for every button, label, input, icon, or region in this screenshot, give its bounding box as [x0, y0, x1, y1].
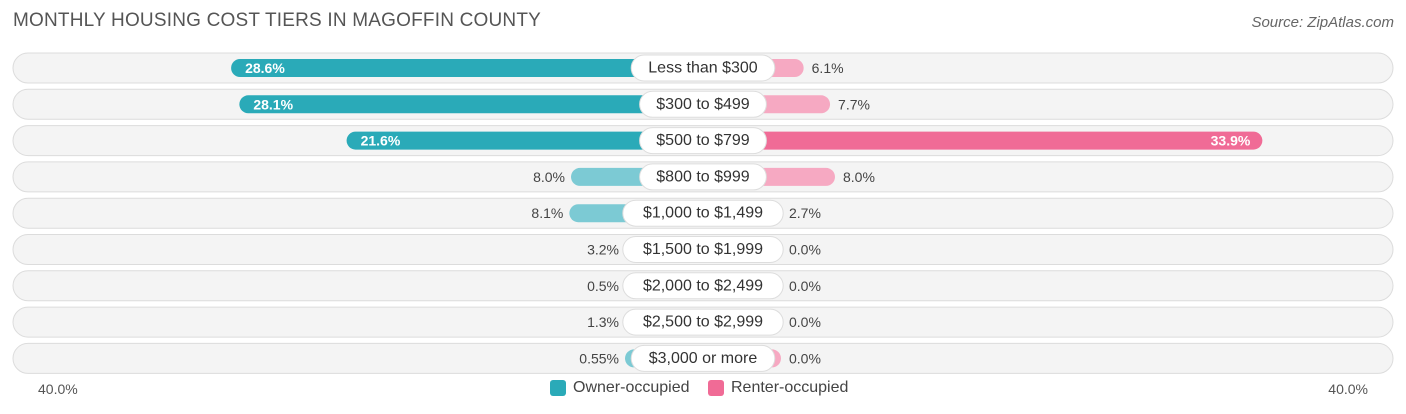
category-pill [622, 199, 784, 227]
owner-value-label: 21.6% [361, 133, 401, 149]
category-label: $2,500 to $2,999 [643, 314, 763, 331]
legend-swatch-owner [550, 380, 566, 396]
renter-value-label: 2.7% [789, 205, 821, 221]
renter-bar [703, 131, 1263, 150]
category-label: $800 to $999 [656, 168, 750, 185]
owner-bar [346, 131, 703, 150]
owner-value-label: 8.1% [531, 205, 563, 221]
axis-right-label: 40.0% [1328, 381, 1368, 397]
renter-value-label: 8.0% [843, 169, 875, 185]
owner-value-label: 8.0% [533, 169, 565, 185]
category-pill [630, 344, 776, 372]
category-pill [639, 163, 767, 191]
category-pill [622, 272, 784, 300]
renter-value-label: 7.7% [838, 96, 870, 112]
legend-swatch-renter [708, 380, 724, 396]
owner-value-label: 28.6% [245, 60, 285, 76]
owner-value-label: 3.2% [587, 242, 619, 258]
category-label: $300 to $499 [656, 96, 750, 113]
legend-label-owner: Owner-occupied [573, 379, 690, 396]
category-pill [630, 54, 776, 82]
owner-bar [239, 95, 703, 114]
owner-value-label: 0.55% [579, 350, 619, 366]
category-label: Less than $300 [648, 60, 758, 77]
category-pill [622, 308, 784, 336]
category-label: $500 to $799 [656, 132, 750, 149]
category-pill [639, 127, 767, 155]
owner-value-label: 0.5% [587, 278, 619, 294]
owner-bar [231, 59, 703, 77]
owner-value-label: 28.1% [253, 96, 293, 112]
legend: Owner-occupied Renter-occupied [0, 379, 1406, 401]
category-label: $1,500 to $1,999 [643, 241, 763, 258]
legend-item-renter: Renter-occupied [708, 379, 848, 397]
renter-value-label: 0.0% [789, 350, 821, 366]
owner-value-label: 1.3% [587, 314, 619, 330]
category-pill [622, 236, 784, 263]
axis-left-label: 40.0% [38, 381, 78, 397]
category-pill [639, 90, 767, 118]
renter-value-label: 0.0% [789, 278, 821, 294]
chart-title: MONTHLY HOUSING COST TIERS IN MAGOFFIN C… [13, 10, 542, 31]
renter-value-label: 0.0% [789, 314, 821, 330]
renter-value-label: 33.9% [1211, 133, 1251, 149]
category-label: $1,000 to $1,499 [643, 205, 763, 222]
legend-label-renter: Renter-occupied [731, 379, 849, 396]
renter-value-label: 0.0% [789, 242, 821, 258]
renter-value-label: 6.1% [812, 60, 844, 76]
category-label: $3,000 or more [649, 350, 758, 367]
category-label: $2,000 to $2,499 [643, 277, 763, 294]
diverging-bar-chart: Less than $300 28.6% 6.1% $300 to $499 28.1%… [12, 52, 1394, 374]
legend-item-owner: Owner-occupied [550, 379, 690, 397]
source-note: Source: ZipAtlas.com [1251, 14, 1394, 31]
